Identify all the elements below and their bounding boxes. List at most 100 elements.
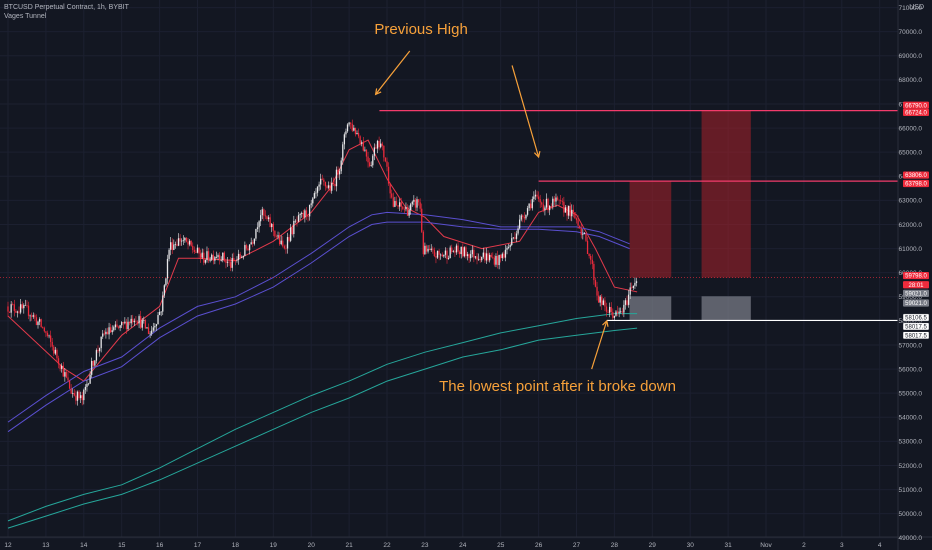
- candle-body: [430, 248, 432, 251]
- candle-body: [127, 321, 129, 330]
- x-tick-label: 14: [80, 542, 88, 549]
- candle-body: [40, 319, 42, 327]
- candle-body: [38, 319, 41, 322]
- price-tag-box: [903, 108, 929, 117]
- candle-body: [288, 237, 290, 241]
- candle-body: [15, 310, 17, 313]
- candle-body: [632, 285, 634, 288]
- price-tag-box: [903, 271, 929, 280]
- candle-body: [26, 305, 28, 306]
- arrow-to-high-1-head: [374, 88, 382, 96]
- candle-body: [214, 257, 216, 261]
- candle-body: [138, 316, 140, 324]
- x-tick-label: 19: [270, 542, 278, 549]
- x-tick-label: 21: [345, 542, 353, 549]
- x-tick-label: 13: [42, 542, 50, 549]
- candle-body: [425, 245, 428, 252]
- candle-body: [146, 327, 148, 329]
- candle-body: [447, 258, 450, 260]
- candle-body: [326, 186, 328, 188]
- candle-body: [168, 249, 170, 259]
- candle-body: [135, 320, 137, 322]
- candle-body: [466, 254, 469, 257]
- y-tick-label: 59000.0: [899, 294, 923, 301]
- arrow-to-low-head: [602, 319, 609, 327]
- candle-body: [170, 242, 172, 250]
- candle-body: [242, 255, 244, 258]
- annotation-arrows: [374, 50, 609, 370]
- candle-body: [223, 252, 225, 261]
- candle-body: [312, 198, 314, 204]
- candle-body: [158, 311, 161, 316]
- candle-body: [307, 216, 309, 217]
- candle-body: [378, 140, 380, 148]
- candle-body: [514, 237, 516, 239]
- candle-body: [411, 201, 413, 205]
- candle-body: [67, 377, 69, 381]
- indicator-label[interactable]: Vages Tunnel: [4, 13, 47, 20]
- candle-body: [403, 208, 406, 210]
- candle-body: [141, 320, 143, 328]
- candle-body: [48, 335, 50, 337]
- price-axis-tags: 66790.0 66724.0 63806.0 63798.0 59798.0 28:01…: [902, 101, 930, 339]
- candle-body: [372, 155, 374, 166]
- ma-line-mid-lower: [7, 221, 630, 433]
- candle-body: [610, 306, 612, 312]
- candle-body: [526, 208, 529, 215]
- candle-body: [155, 324, 158, 327]
- candle-body: [54, 349, 57, 354]
- candle-body: [230, 262, 232, 268]
- candle-body: [406, 206, 409, 216]
- candle-body: [468, 254, 470, 259]
- short-box-2-target-zone: [701, 296, 751, 321]
- candle-body: [501, 253, 503, 259]
- candle-body: [544, 207, 546, 211]
- candle-body: [519, 219, 521, 229]
- price-tag-text: 63798.0: [905, 182, 927, 188]
- candle-body: [195, 251, 197, 253]
- price-tag-text: 66724.0: [905, 111, 927, 117]
- candle-body: [566, 207, 568, 216]
- price-tag-text: 59021.0: [905, 301, 927, 307]
- candle-body: [245, 245, 248, 249]
- candle-body: [253, 238, 255, 244]
- candle-body: [503, 253, 505, 258]
- candle-body: [261, 209, 263, 216]
- candle-body: [522, 215, 524, 218]
- candle-body: [162, 295, 164, 312]
- candle-body: [634, 282, 636, 286]
- candle-body: [398, 202, 401, 207]
- candle-body: [386, 161, 388, 167]
- candle-body: [487, 253, 489, 261]
- price-axis[interactable]: 49000.0 50000.0 51000.0 52000.0 53000.0 54000…: [899, 0, 923, 542]
- candle-body: [537, 196, 540, 200]
- candle-body: [117, 326, 120, 328]
- arrow-to-low-shaft: [591, 320, 608, 370]
- candle-body: [607, 311, 609, 313]
- candle-body: [114, 324, 117, 328]
- ma-line-fast: [7, 139, 638, 382]
- candle-body: [395, 201, 398, 206]
- price-tag-text: 63806.0: [905, 173, 927, 179]
- candle-body: [86, 383, 88, 387]
- candle-body: [452, 251, 454, 252]
- candle-body: [24, 305, 27, 306]
- candle-body: [185, 237, 188, 242]
- candle-body: [553, 198, 556, 202]
- candle-body: [27, 305, 30, 316]
- candle-body: [226, 261, 229, 263]
- candle-body: [451, 247, 453, 252]
- candle-body: [381, 143, 383, 146]
- candle-body: [618, 311, 620, 313]
- candle-body: [228, 261, 230, 263]
- y-tick-label: 70000.0: [899, 29, 923, 36]
- candle-body: [591, 259, 593, 264]
- time-axis[interactable]: 12 13 14 15 16 17 18 19 20 21 22 23 24 25 26 27 28 29 30 31…: [4, 542, 882, 549]
- candle-body: [75, 395, 77, 401]
- symbol-title[interactable]: BTCUSD Perpetual Contract, 1h, BYBIT: [4, 4, 129, 11]
- candle-body: [56, 349, 58, 359]
- x-tick-label: 29: [649, 542, 657, 549]
- candle-body: [482, 252, 484, 257]
